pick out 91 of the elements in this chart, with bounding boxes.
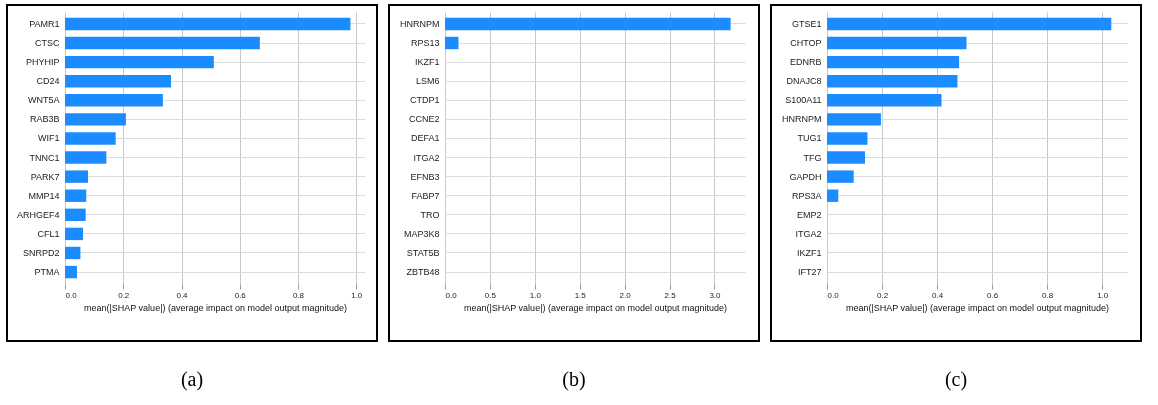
x-axis-title: mean(|SHAP value|) (average impact on model output magnitude) xyxy=(463,302,728,313)
y-tick-label: RPS13 xyxy=(410,38,440,49)
y-tick-label: STAT5B xyxy=(406,247,440,258)
bar xyxy=(827,55,960,69)
x-tick-label: 0.0 xyxy=(65,290,77,300)
y-tick-label: MMP14 xyxy=(27,190,59,201)
y-tick-label: DNAJC8 xyxy=(786,76,822,87)
x-tick-label: 0.0 xyxy=(445,290,458,300)
y-tick-label: PAMR1 xyxy=(28,18,59,29)
y-tick-label: CD24 xyxy=(35,76,59,87)
x-tick-label: 0.2 xyxy=(876,290,889,300)
y-tick-label: IKZF1 xyxy=(414,57,440,68)
x-tick-label: 0.6 xyxy=(234,290,246,300)
x-tick-label: 0.8 xyxy=(292,290,305,300)
x-tick-label: 0.4 xyxy=(175,290,188,300)
x-tick-label: 3.0 xyxy=(709,290,722,300)
bar xyxy=(64,113,126,126)
y-tick-label: IKZF1 xyxy=(796,247,822,258)
bar xyxy=(827,74,958,88)
bar xyxy=(64,132,116,145)
bar xyxy=(827,132,868,145)
x-axis-title: mean(|SHAP value|) (average impact on model output magnitude) xyxy=(845,302,1110,313)
y-tick-label: PTMA xyxy=(33,267,59,278)
bar xyxy=(64,189,86,202)
x-tick-label: 0.4 xyxy=(932,290,944,300)
y-tick-label: EDNRB xyxy=(789,57,822,68)
bar xyxy=(827,94,942,107)
x-tick-label: 1.0 xyxy=(1097,290,1109,300)
y-tick-label: ZBTB48 xyxy=(406,267,440,278)
bar xyxy=(827,17,1112,31)
bar xyxy=(64,246,80,260)
text: (a) xyxy=(180,368,204,391)
bar xyxy=(827,170,854,183)
x-tick-label: 0.6 xyxy=(987,290,999,300)
y-tick-label: FABP7 xyxy=(411,190,440,201)
y-tick-label: ITGA2 xyxy=(413,152,440,163)
y-tick-label: LSM6 xyxy=(415,76,440,87)
x-tick-label: 0.8 xyxy=(1042,290,1054,300)
text: (c) xyxy=(944,368,968,391)
x-tick-label: 2.0 xyxy=(619,290,632,300)
y-tick-label: CFL1 xyxy=(36,228,59,239)
y-tick-label: TRO xyxy=(420,209,440,220)
x-tick-label: 0.2 xyxy=(117,290,130,300)
y-tick-label: GTSE1 xyxy=(791,18,822,29)
x-tick-label: 0.0 xyxy=(827,290,840,300)
y-tick-label: PARK7 xyxy=(30,171,59,182)
y-tick-label: GAPDH xyxy=(789,171,822,182)
y-tick-label: TNNC1 xyxy=(28,152,59,163)
bar xyxy=(827,113,881,126)
y-tick-label: ARHGEF4 xyxy=(16,209,59,220)
y-tick-label: WIF1 xyxy=(37,133,59,144)
bar xyxy=(64,74,171,88)
y-tick-label: CTDP1 xyxy=(409,95,440,106)
x-tick-label: 2.5 xyxy=(664,290,677,300)
bar xyxy=(827,36,967,50)
bar xyxy=(64,170,88,183)
text: (b) xyxy=(562,368,586,391)
y-tick-label: RAB3B xyxy=(29,114,59,125)
bar xyxy=(64,94,163,107)
bar xyxy=(827,189,839,202)
y-tick-label: EFNB3 xyxy=(410,171,440,182)
y-tick-label: HNRNPM xyxy=(782,114,822,125)
y-tick-label: SNRPD2 xyxy=(22,247,59,258)
bar xyxy=(64,17,350,31)
y-tick-label: S100A11 xyxy=(785,95,822,106)
bar xyxy=(827,151,865,164)
x-tick-label: 0.5 xyxy=(484,290,497,300)
y-tick-label: CHTOP xyxy=(790,38,822,49)
x-axis-title: mean(|SHAP value|) (average impact on model output magnitude) xyxy=(83,302,347,313)
bar xyxy=(64,151,106,164)
y-tick-label: TFG xyxy=(803,152,822,163)
y-tick-label: MAP3K8 xyxy=(403,228,440,239)
x-tick-label: 1.0 xyxy=(350,290,363,300)
y-tick-label: PHYHIP xyxy=(25,57,59,68)
bar xyxy=(64,55,214,69)
x-tick-label: 1.0 xyxy=(529,290,542,300)
bar xyxy=(64,208,86,222)
y-tick-label: IFT27 xyxy=(797,267,822,278)
y-tick-label: RPS3A xyxy=(791,190,822,201)
x-tick-label: 1.5 xyxy=(574,290,587,300)
y-tick-label: HNRNPM xyxy=(400,18,440,29)
y-tick-label: WNT5A xyxy=(27,95,59,106)
y-tick-label: ITGA2 xyxy=(795,228,822,239)
y-tick-label: DEFA1 xyxy=(410,133,440,144)
bar xyxy=(64,36,260,50)
bar xyxy=(64,227,83,241)
y-tick-label: TUG1 xyxy=(797,133,822,144)
y-tick-label: CCNE2 xyxy=(408,114,440,125)
y-tick-label: CTSC xyxy=(34,38,60,49)
bar xyxy=(64,265,77,279)
y-tick-label: EMP2 xyxy=(796,209,822,220)
